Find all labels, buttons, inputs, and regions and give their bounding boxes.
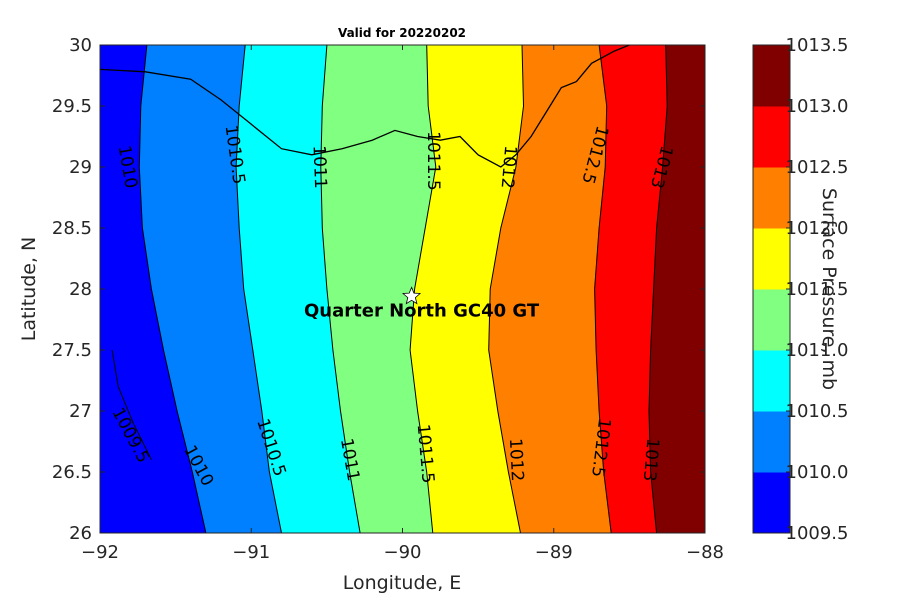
y-tick-label: 29.5: [52, 96, 92, 117]
colorbar-tick-label: 1011.0: [786, 340, 849, 361]
contour-line-1012: [488, 45, 525, 533]
colorbar-tick-label: 1012.0: [786, 218, 849, 239]
chart-title: Valid for 20220202: [338, 26, 466, 40]
contour-line-1012.5: [594, 45, 612, 533]
colorbar-swatch: [753, 289, 790, 351]
colorbar-swatch: [753, 411, 790, 473]
y-tick-label: 30: [69, 35, 92, 56]
contour-line-1009.5: [111, 349, 152, 461]
y-tick-label: 28.5: [52, 218, 92, 239]
x-axis-label: Longitude, E: [343, 572, 462, 594]
coastline-layer: [100, 45, 630, 168]
plot-area: [100, 45, 705, 533]
colorbar-ticks: 1009.5 1010.0 1010.5 1011.0 1011.5 1012.0 1012…: [786, 35, 849, 544]
contour-line-1010: [138, 45, 207, 533]
site-label: Quarter North GC40 GT: [304, 300, 540, 321]
y-tick-label: 28: [69, 279, 92, 300]
contour-label: 1011.5: [423, 131, 443, 190]
contour-line-1011.5: [409, 45, 437, 533]
site-marker-group: Quarter North GC40 GT: [304, 286, 540, 321]
colorbar-tick-label: 1010.5: [786, 401, 849, 422]
colorbar-tick-label: 1011.5: [786, 279, 849, 300]
x-tick-label: −88: [686, 542, 724, 563]
contour-label: 1012: [505, 438, 527, 482]
x-axis-ticks: −92 −91 −90 −89 −88: [81, 45, 724, 563]
contour-line-1010.5: [235, 45, 282, 533]
colorbar-tick-label: 1010.0: [786, 462, 849, 483]
colorbar-swatch: [753, 350, 790, 412]
contour-label: 1011: [309, 145, 330, 189]
y-axis-label: Latitude, N: [18, 237, 40, 342]
colorbar-label: Surface Pressure, mb: [818, 188, 840, 390]
colorbar-swatch: [753, 472, 790, 534]
colorbar: [752, 44, 791, 534]
site-star-icon: [401, 286, 422, 305]
y-tick-label: 27: [69, 401, 92, 422]
y-tick-label: 29: [69, 157, 92, 178]
x-tick-label: −92: [81, 542, 119, 563]
contour-line-1011: [320, 45, 361, 533]
x-tick-label: −90: [384, 542, 422, 563]
colorbar-swatch: [753, 167, 790, 229]
contour-line-layer: [111, 45, 668, 533]
colorbar-tick-label: 1009.5: [786, 523, 849, 544]
contour-label: 1013: [639, 437, 663, 482]
y-axis-ticks: 26 26.5 27 27.5 28 28.5 29 29.5 30: [52, 35, 705, 544]
colorbar-swatch: [753, 228, 790, 290]
contour-label: 1012: [497, 145, 521, 190]
x-tick-label: −91: [232, 542, 270, 563]
contour-line-1013: [648, 45, 668, 533]
y-tick-label: 26.5: [52, 462, 92, 483]
colorbar-swatch: [753, 106, 790, 168]
y-tick-label: 27.5: [52, 340, 92, 361]
colorbar-swatch: [753, 45, 790, 107]
colorbar-tick-label: 1012.5: [786, 157, 849, 178]
colorbar-tick-label: 1013.5: [786, 35, 849, 56]
x-tick-label: −89: [535, 542, 573, 563]
colorbar-tick-label: 1013.0: [786, 96, 849, 117]
y-tick-label: 26: [69, 523, 92, 544]
coastline: [100, 45, 630, 168]
